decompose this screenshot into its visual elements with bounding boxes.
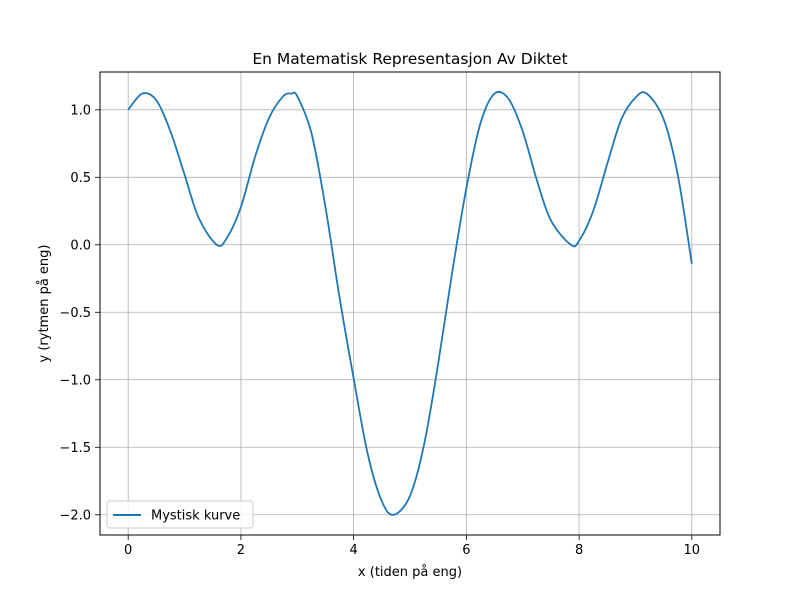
x-tick-label: 0 xyxy=(124,543,132,558)
y-tick-label: 0.0 xyxy=(70,238,91,253)
x-axis-label: x (tiden på eng) xyxy=(358,565,462,580)
legend-label: Mystisk kurve xyxy=(151,509,240,524)
x-tick-label: 6 xyxy=(462,543,470,558)
x-tick-label: 10 xyxy=(684,543,701,558)
y-tick-label: −0.5 xyxy=(59,306,91,321)
grid-lines xyxy=(100,72,720,535)
x-tick-label: 2 xyxy=(237,543,245,558)
y-tick-label: 0.5 xyxy=(70,171,91,186)
y-tick-label: −2.0 xyxy=(59,508,91,523)
series-layer xyxy=(127,90,693,516)
plot-area-frame xyxy=(99,71,721,536)
chart-title: En Matematisk Representasjon Av Diktet xyxy=(252,50,567,68)
y-axis-label: y (rytmen på eng) xyxy=(37,245,52,363)
series-line-mystisk-kurve xyxy=(127,90,693,516)
x-tick-label: 4 xyxy=(349,543,357,558)
y-tick-label: 1.0 xyxy=(70,103,91,118)
legend-box xyxy=(106,500,254,529)
axis-ticks: 0 2 4 6 8 10 −2.0 −1.5 −1.0 −0.5 0.0 0.5 1.0 xyxy=(59,103,700,558)
y-tick-label: −1.0 xyxy=(59,373,91,388)
y-tick-label: −1.5 xyxy=(59,441,91,456)
legend: Mystisk kurve xyxy=(106,500,254,529)
x-tick-label: 8 xyxy=(575,543,583,558)
